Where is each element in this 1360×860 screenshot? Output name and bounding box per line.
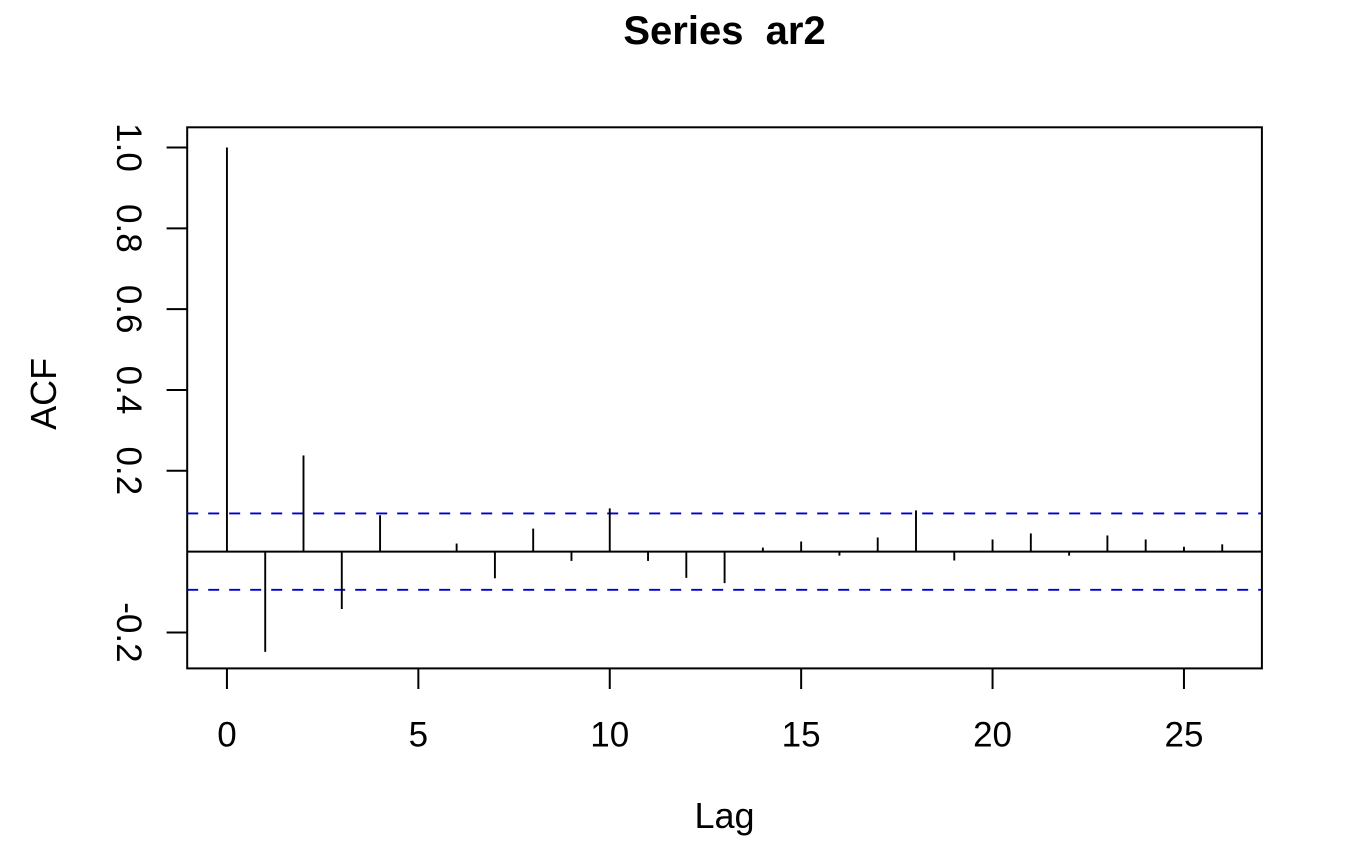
svg-text:0.8: 0.8 (109, 204, 148, 253)
svg-text:5: 5 (409, 716, 428, 755)
svg-text:15: 15 (782, 716, 821, 755)
svg-text:25: 25 (1164, 716, 1203, 755)
svg-text:0.2: 0.2 (109, 446, 148, 495)
svg-text:-0.2: -0.2 (109, 602, 148, 662)
svg-text:0: 0 (217, 716, 236, 755)
svg-text:1.0: 1.0 (109, 123, 148, 172)
svg-text:0.4: 0.4 (109, 366, 148, 415)
svg-text:10: 10 (590, 716, 629, 755)
svg-text:Series ar2: Series ar2 (623, 9, 825, 53)
svg-text:ACF: ACF (23, 358, 64, 430)
svg-text:Lag: Lag (695, 795, 755, 836)
svg-text:0.6: 0.6 (109, 285, 148, 334)
svg-text:20: 20 (973, 716, 1012, 755)
